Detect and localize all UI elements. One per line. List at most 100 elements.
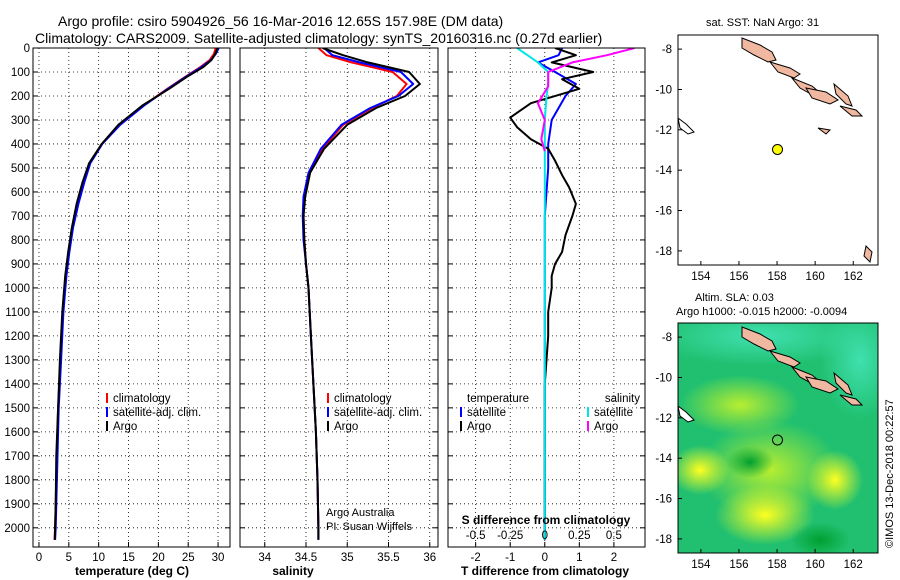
map-ytick-label-4-5: -18	[655, 534, 672, 546]
ytick-label-14: 1400	[4, 379, 30, 391]
legend-label-t-argo: Argo	[467, 421, 491, 433]
ytick-label-12: 1200	[4, 331, 30, 343]
sla-anomaly-east	[807, 450, 863, 510]
sla-map-ticks: 154 156 158 160 162 -8 -10 -12 -14 -16 -18	[655, 332, 862, 571]
ytick-label-11: 1100	[5, 307, 30, 319]
xtick-s-label-1: -0.25	[497, 530, 523, 542]
map-ytick-label-3-2: -12	[655, 125, 672, 137]
ytick-label-16: 1600	[4, 427, 30, 439]
sst-map-panel: sat. SST: NaN Argo: 31 154 156 158 160 162 -8…	[655, 17, 879, 283]
ytick-label-13: 1300	[4, 355, 30, 367]
series-line-difference-3	[536, 48, 635, 152]
xlabel-temperature: temperature (deg C)	[75, 564, 189, 578]
series-line-difference-2	[516, 48, 550, 540]
map-xtick-label-4-1: 156	[729, 559, 748, 571]
sst-map-ticks: 154 156 158 160 162 -8 -10 -12 -14 -16 -18	[655, 44, 862, 283]
sla-map-title: Altim. SLA: 0.03	[695, 292, 774, 304]
legend-label-t-satellite: satellite	[467, 407, 506, 419]
map-xtick-label-3-2: 158	[767, 271, 786, 283]
island-malaita	[833, 82, 853, 107]
island-vanuatu-north	[863, 244, 873, 264]
map-xtick-label-4-4: 162	[844, 559, 863, 571]
sla-anomaly-low-south	[790, 522, 850, 553]
coast-new-guinea	[678, 117, 695, 135]
xtick-label-salinity-3: 35.5	[377, 552, 399, 564]
sst-map-frame	[677, 34, 879, 266]
sla-map-argo-marker	[772, 434, 783, 446]
series-line-difference-1	[509, 48, 595, 540]
ytick-label-18: 1800	[4, 475, 30, 487]
credit-org: Argo Australia	[326, 507, 395, 519]
series-group-difference	[509, 48, 635, 540]
map-ytick-label-4-4: -16	[655, 494, 672, 506]
figure-title-line2: Climatology: CARS2009. Satellite-adjuste…	[35, 30, 602, 46]
map-xtick-label-3-4: 162	[844, 271, 863, 283]
xtick-label-difference-3: 1	[576, 552, 582, 564]
xtick-label-salinity-4: 36	[423, 552, 436, 564]
xtick-label-temperature-1: 5	[66, 552, 72, 564]
island-makira	[839, 105, 864, 117]
xtick-label-temperature-5: 25	[182, 552, 195, 564]
sla-map-frame	[677, 322, 879, 554]
map-ytick-label-4-1: -10	[655, 372, 672, 384]
legend-label-salinity-2: Argo	[334, 421, 358, 433]
sla-anomaly-south	[715, 485, 815, 545]
map-ytick-label-4-2: -12	[655, 413, 672, 425]
xlabel-salinity: salinity	[272, 564, 314, 578]
series-line-temperature-1	[54, 48, 220, 540]
ytick-label-15: 1500	[4, 403, 30, 415]
map-xtick-label-4-3: 160	[806, 559, 825, 571]
map-ytick-label-3-4: -16	[655, 206, 672, 218]
ytick-label-2: 200	[11, 91, 30, 103]
xlabel-difference: T difference from climatology	[461, 564, 629, 578]
xtick-label-temperature-6: 30	[212, 552, 225, 564]
coast-new-guinea-2	[678, 405, 695, 423]
xtick-label-salinity-1: 34.5	[295, 552, 317, 564]
sst-map-argo-marker	[772, 144, 783, 155]
island-choiseul-2	[768, 350, 801, 368]
xtick-label-salinity-0: 34	[258, 552, 271, 564]
map-ytick-label-3-3: -14	[655, 165, 672, 177]
sla-map-panel: Altim. SLA: 0.03 Argo h1000: -0.015 h200…	[655, 292, 879, 571]
ytick-label-17: 1700	[4, 451, 30, 463]
series-line-salinity-2	[302, 48, 421, 540]
xtick-s-label-3: 0.25	[568, 530, 590, 542]
xtick-s-label-0: -0.5	[466, 530, 486, 542]
series-line-salinity-0	[302, 48, 408, 540]
sla-map-subtitle: Argo h1000: -0.015 h2000: -0.0094	[676, 306, 847, 318]
map-xtick-label-3-3: 160	[806, 271, 825, 283]
ytick-label-4: 400	[11, 139, 30, 151]
ytick-label-19: 1900	[4, 499, 30, 511]
map-ytick-label-3-5: -18	[655, 246, 672, 258]
map-ytick-label-4-3: -14	[655, 453, 672, 465]
credit-pi: PI: Susan Wijffels	[326, 521, 412, 533]
ytick-label-10: 1000	[4, 283, 30, 295]
xtick-label-salinity-2: 35	[341, 552, 354, 564]
island-guadalcanal-2	[804, 376, 839, 394]
series-line-temperature-0	[53, 48, 217, 540]
map-xtick-label-4-0: 154	[691, 559, 711, 571]
salinity-panel: 34 34.5 35 35.5 36 salinity climatology satelli…	[239, 47, 439, 578]
legend-label-temperature-1: satellite-adj. clim.	[113, 407, 201, 419]
xtick-label-temperature-4: 20	[152, 552, 165, 564]
legend-title-salinity: salinity	[605, 393, 640, 405]
ytick-label-9: 900	[11, 259, 30, 271]
island-guadalcanal	[804, 87, 839, 105]
ytick-label-6: 600	[11, 187, 30, 199]
map-ytick-label-4-0: -8	[662, 332, 672, 344]
sst-map-land	[678, 37, 873, 264]
sla-anomaly-west	[678, 445, 730, 495]
series-group-salinity	[301, 48, 421, 540]
ytick-label-0: 0	[24, 43, 30, 55]
xtick-s-label-2: 0	[542, 530, 548, 542]
ytick-label-1: 100	[11, 67, 30, 79]
series-line-temperature-2	[53, 48, 219, 540]
xtick-label-difference-1: -1	[505, 552, 515, 564]
temperature-panel: 0100200300400500600700800900100011001200…	[4, 43, 231, 578]
ytick-label-8: 800	[11, 235, 30, 247]
difference-panel: -2 -1 0 1 2T difference from climatology temp…	[447, 47, 646, 578]
legend-label-s-satellite: satellite	[594, 407, 633, 419]
frame-difference	[447, 47, 646, 548]
map-xtick-label-4-2: 158	[767, 559, 786, 571]
